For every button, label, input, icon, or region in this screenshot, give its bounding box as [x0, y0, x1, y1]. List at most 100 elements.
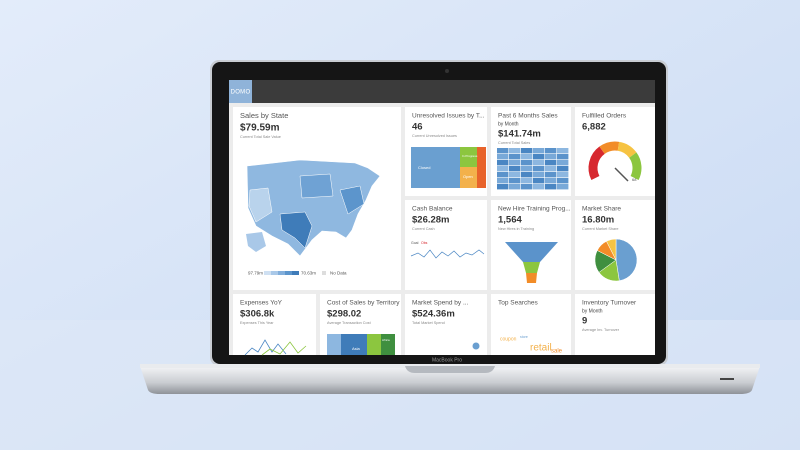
heat-cell	[533, 166, 545, 172]
heat-cell	[545, 184, 557, 190]
cash-line	[410, 249, 485, 259]
tile-title: Top Searches	[498, 300, 538, 307]
heat-cell	[509, 148, 521, 154]
heat-cell	[521, 184, 533, 190]
map-region	[248, 187, 273, 223]
heat-cell	[533, 148, 545, 154]
expense-line	[261, 341, 307, 356]
pie-slice	[615, 238, 638, 282]
tile-value: $79.59m	[240, 123, 280, 134]
tile-value: $298.02	[327, 309, 361, 320]
pie-slice	[606, 238, 617, 261]
heat-cell	[545, 178, 557, 184]
map-region	[339, 185, 365, 215]
tile-subtitle: by Month	[498, 121, 519, 127]
treemap-cell	[460, 147, 477, 167]
heat-cell	[497, 184, 509, 190]
indicator	[720, 378, 734, 380]
heat-cell	[509, 166, 521, 172]
tile-title: Past 6 Months Sales	[498, 113, 558, 120]
heat-cell	[521, 148, 533, 154]
heat-cell	[521, 160, 533, 166]
heat-cell	[557, 184, 569, 190]
treemap-cell	[460, 167, 477, 188]
tile-title: Fulfilled Orders	[582, 113, 627, 120]
tile-label: Asia	[352, 346, 361, 351]
heat-cell	[521, 154, 533, 160]
logo-box	[229, 80, 252, 103]
territory-block	[381, 334, 395, 355]
heat-cell	[545, 172, 557, 178]
tile-title: Cost of Sales by Territory	[327, 300, 400, 307]
spend-bubble	[472, 342, 480, 350]
tile-title: Cash Balance	[412, 206, 453, 213]
heat-cell	[545, 166, 557, 172]
tile-title: Market Share	[582, 206, 621, 213]
tile-label: 70.63m	[301, 271, 316, 276]
tile-value: $306.8k	[240, 309, 275, 320]
tile-label: 97.79m	[248, 271, 263, 276]
heat-cell	[497, 178, 509, 184]
legend-swatch	[264, 271, 271, 275]
heat-cell	[557, 172, 569, 178]
tile-label: retail	[530, 343, 552, 354]
heat-cell	[557, 166, 569, 172]
tile-label: Open	[463, 174, 473, 179]
tile-caption: Expenses This Year	[240, 321, 274, 325]
gauge-arc	[588, 146, 606, 181]
tile-caption: Total Market Spend	[412, 321, 445, 325]
heat-cell	[521, 172, 533, 178]
territory-block	[367, 334, 381, 355]
heat-cell	[533, 184, 545, 190]
heat-cell	[533, 178, 545, 184]
tile-title: Sales by State	[240, 111, 288, 120]
notch	[405, 366, 495, 373]
heat-cell	[521, 166, 533, 172]
tile-value: $141.74m	[498, 129, 541, 140]
heat-cell	[509, 154, 521, 160]
tile-value: $26.28m	[412, 215, 450, 226]
funnel-part	[505, 242, 558, 262]
heat-cell	[557, 154, 569, 160]
logo: DOMO	[231, 90, 251, 96]
device-label: MacBook Pro	[432, 357, 462, 363]
legend-swatch	[278, 271, 285, 275]
heat-cell	[557, 178, 569, 184]
legend-swatch	[285, 271, 292, 275]
heat-cell	[545, 148, 557, 154]
heat-cell	[557, 160, 569, 166]
expense-line	[244, 339, 287, 356]
tile-label: sale	[551, 349, 563, 355]
heat-cell	[533, 160, 545, 166]
tile-label: store	[520, 335, 528, 339]
heat-cell	[509, 178, 521, 184]
alaska	[246, 232, 266, 252]
tile-title: Inventory Turnover	[582, 300, 637, 307]
tile-title: New Hire Training Prog...	[498, 206, 571, 213]
tile-caption: Current Market Share	[582, 227, 619, 231]
tile-subtitle: by Month	[582, 308, 603, 314]
tile-value: 46	[412, 122, 423, 133]
treemap-cell	[477, 147, 486, 188]
map-region	[299, 173, 334, 199]
heat-cell	[545, 154, 557, 160]
heat-cell	[497, 154, 509, 160]
tile-label: In Progress	[462, 154, 478, 158]
tile-title: Market Spend by ...	[412, 300, 469, 307]
tile	[575, 294, 655, 355]
tile-value: 1,564	[498, 215, 522, 226]
heat-cell	[545, 160, 557, 166]
funnel-part	[523, 262, 540, 273]
tile-title: Unresolved Issues by T...	[412, 113, 485, 120]
heat-cell	[497, 172, 509, 178]
tile-value: $524.36m	[412, 309, 455, 320]
gauge-arc	[599, 141, 620, 155]
heat-cell	[533, 172, 545, 178]
map-region	[279, 211, 313, 249]
tile-label: coupon	[500, 336, 517, 342]
heat-cell	[509, 172, 521, 178]
legend-swatch	[271, 271, 278, 275]
tile-label: Goal	[411, 241, 419, 245]
gauge-needle	[614, 167, 629, 182]
